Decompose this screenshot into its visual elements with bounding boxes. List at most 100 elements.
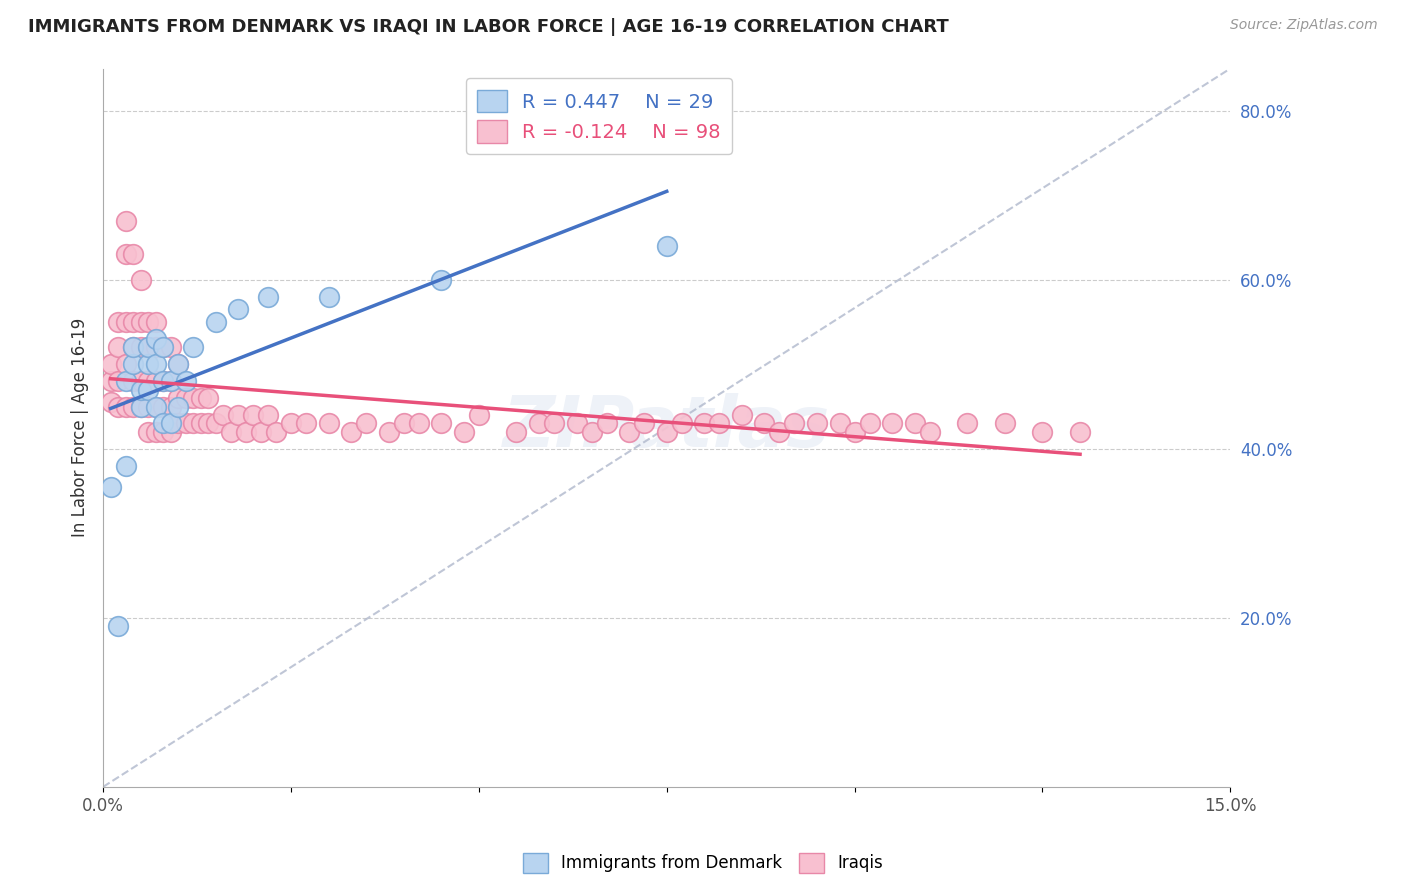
Point [754,417,776,431]
Legend: R = 0.447    N = 29, R = -0.124    N = 98: R = 0.447 N = 29, R = -0.124 N = 98 [465,78,733,154]
Point [129,374,152,388]
Point [145,425,167,439]
Point [318,290,340,304]
Point [159,374,181,388]
Point [527,417,550,431]
Text: Source: ZipAtlas.com: Source: ZipAtlas.com [1230,18,1378,32]
Point [844,425,866,439]
Point [159,400,181,414]
Point [145,332,167,346]
Point [693,417,716,431]
Point [136,374,159,388]
Point [828,417,851,431]
Point [205,417,228,431]
Point [228,408,250,422]
Point [174,374,197,388]
Point [709,417,731,431]
Point [859,417,882,431]
Text: IMMIGRANTS FROM DENMARK VS IRAQI IN LABOR FORCE | AGE 16-19 CORRELATION CHART: IMMIGRANTS FROM DENMARK VS IRAQI IN LABO… [28,18,949,36]
Point [264,425,287,439]
Point [354,417,377,431]
Point [181,340,204,354]
Point [468,408,491,422]
Point [1069,425,1091,439]
Point [145,374,167,388]
Point [167,357,190,371]
Point [152,374,174,388]
Point [918,425,941,439]
Point [136,340,159,354]
Point [543,417,565,431]
Point [136,340,159,354]
Point [114,315,136,329]
Point [122,315,145,329]
Point [122,340,145,354]
Point [114,458,136,473]
Point [377,425,399,439]
Point [145,315,167,329]
Point [129,400,152,414]
Text: ZIPatlas: ZIPatlas [503,393,831,462]
Point [228,302,250,317]
Point [783,417,806,431]
Point [235,425,257,439]
Y-axis label: In Labor Force | Age 16-19: In Labor Force | Age 16-19 [72,318,89,537]
Point [430,273,453,287]
Point [152,340,174,354]
Point [107,374,129,388]
Point [595,417,617,431]
Point [129,315,152,329]
Point [505,425,527,439]
Point [197,391,219,405]
Point [122,247,145,261]
Point [152,417,174,431]
Point [212,408,235,422]
Point [1031,425,1053,439]
Point [655,239,678,253]
Point [100,374,122,388]
Point [167,357,190,371]
Point [152,400,174,414]
Point [129,340,152,354]
Point [145,357,167,371]
Point [219,425,242,439]
Point [806,417,828,431]
Point [122,340,145,354]
Point [617,425,640,439]
Point [107,619,129,633]
Point [768,425,790,439]
Point [181,417,204,431]
Point [340,425,363,439]
Point [190,417,212,431]
Point [181,391,204,405]
Point [956,417,979,431]
Point [136,383,159,397]
Point [145,340,167,354]
Legend: Immigrants from Denmark, Iraqis: Immigrants from Denmark, Iraqis [516,847,890,880]
Point [242,408,264,422]
Point [453,425,475,439]
Point [136,315,159,329]
Point [633,417,655,431]
Point [136,425,159,439]
Point [114,357,136,371]
Point [129,400,152,414]
Point [100,480,122,494]
Point [136,400,159,414]
Point [994,417,1017,431]
Point [250,425,273,439]
Point [114,213,136,227]
Point [100,395,122,409]
Point [122,400,145,414]
Point [565,417,588,431]
Point [205,315,228,329]
Point [152,374,174,388]
Point [152,340,174,354]
Point [904,417,927,431]
Point [122,357,145,371]
Point [145,400,167,414]
Point [257,290,280,304]
Point [197,417,219,431]
Point [392,417,415,431]
Point [100,357,122,371]
